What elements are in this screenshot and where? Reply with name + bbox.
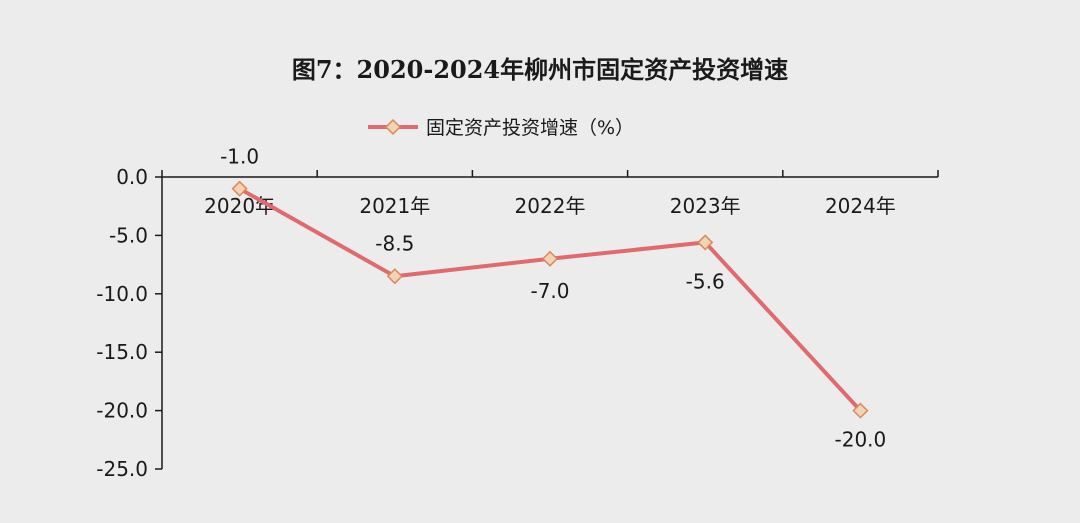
y-tick-label: -15.0 xyxy=(96,340,148,364)
x-tick-label: 2020年 xyxy=(204,194,275,218)
data-label: -7.0 xyxy=(530,279,569,303)
chart-title: 图7：2020-2024年柳州市固定资产投资增速 xyxy=(291,55,789,84)
x-tick-label: 2021年 xyxy=(359,194,430,218)
legend-marker xyxy=(384,118,402,136)
x-tick-label: 2022年 xyxy=(515,194,586,218)
x-tick-label: 2023年 xyxy=(670,194,741,218)
legend-label: 固定资产投资增速（%） xyxy=(426,117,634,139)
data-point-marker xyxy=(697,234,714,251)
data-point-marker xyxy=(231,180,248,197)
y-tick-label: 0.0 xyxy=(116,165,148,189)
y-tick-label: -25.0 xyxy=(96,457,148,481)
data-label: -5.6 xyxy=(686,269,725,293)
data-point-marker xyxy=(386,268,403,285)
y-tick-label: -20.0 xyxy=(96,399,148,423)
y-tick-label: -10.0 xyxy=(96,282,148,306)
x-tick-label: 2024年 xyxy=(825,194,896,218)
data-point-marker xyxy=(852,402,869,419)
data-label: -1.0 xyxy=(220,145,259,169)
y-tick-label: -5.0 xyxy=(109,223,148,247)
data-point-marker xyxy=(541,250,559,267)
data-label: -8.5 xyxy=(375,231,414,255)
data-label: -20.0 xyxy=(835,428,887,452)
